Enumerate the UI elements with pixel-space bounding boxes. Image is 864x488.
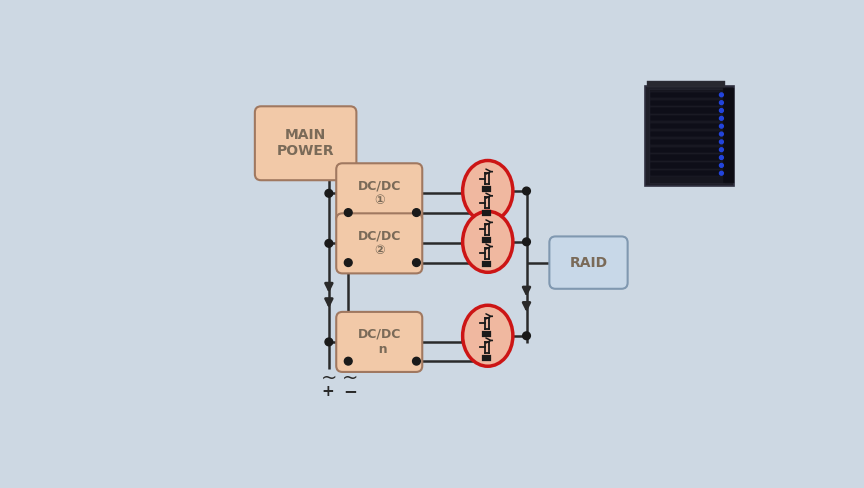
FancyBboxPatch shape bbox=[650, 162, 722, 168]
FancyBboxPatch shape bbox=[650, 115, 722, 122]
Circle shape bbox=[413, 259, 420, 266]
Circle shape bbox=[720, 132, 723, 136]
Circle shape bbox=[345, 259, 353, 266]
FancyBboxPatch shape bbox=[723, 88, 734, 183]
Circle shape bbox=[720, 117, 723, 120]
Circle shape bbox=[720, 148, 723, 152]
Circle shape bbox=[720, 93, 723, 97]
Circle shape bbox=[345, 209, 353, 216]
Text: DC/DC
  n: DC/DC n bbox=[358, 328, 401, 356]
FancyBboxPatch shape bbox=[336, 163, 422, 224]
Circle shape bbox=[345, 357, 353, 365]
FancyBboxPatch shape bbox=[650, 100, 722, 106]
FancyBboxPatch shape bbox=[645, 85, 734, 185]
Circle shape bbox=[720, 156, 723, 160]
FancyBboxPatch shape bbox=[647, 81, 725, 87]
Circle shape bbox=[325, 189, 333, 197]
FancyBboxPatch shape bbox=[649, 89, 724, 183]
Text: ~: ~ bbox=[321, 368, 337, 387]
Circle shape bbox=[523, 332, 530, 340]
Ellipse shape bbox=[462, 161, 513, 222]
FancyBboxPatch shape bbox=[650, 131, 722, 137]
Circle shape bbox=[720, 171, 723, 175]
FancyBboxPatch shape bbox=[255, 106, 356, 180]
Circle shape bbox=[720, 108, 723, 112]
FancyBboxPatch shape bbox=[550, 236, 627, 289]
Circle shape bbox=[413, 209, 420, 216]
Text: −: − bbox=[343, 382, 357, 400]
FancyBboxPatch shape bbox=[650, 123, 722, 129]
Text: MAIN
POWER: MAIN POWER bbox=[276, 128, 334, 159]
FancyBboxPatch shape bbox=[650, 154, 722, 161]
FancyBboxPatch shape bbox=[650, 146, 722, 153]
FancyBboxPatch shape bbox=[336, 312, 422, 372]
Text: RAID: RAID bbox=[569, 256, 607, 269]
Ellipse shape bbox=[462, 211, 513, 272]
Circle shape bbox=[413, 357, 420, 365]
FancyBboxPatch shape bbox=[650, 139, 722, 145]
Circle shape bbox=[325, 338, 333, 346]
Text: +: + bbox=[321, 384, 334, 399]
Circle shape bbox=[523, 238, 530, 245]
Circle shape bbox=[720, 140, 723, 144]
Circle shape bbox=[720, 163, 723, 167]
Text: DC/DC
①: DC/DC ① bbox=[358, 179, 401, 207]
FancyBboxPatch shape bbox=[336, 213, 422, 273]
Text: DC/DC
②: DC/DC ② bbox=[358, 229, 401, 257]
Text: ~: ~ bbox=[341, 368, 358, 387]
FancyBboxPatch shape bbox=[650, 92, 722, 98]
Circle shape bbox=[720, 124, 723, 128]
Circle shape bbox=[523, 187, 530, 195]
Ellipse shape bbox=[462, 305, 513, 366]
FancyBboxPatch shape bbox=[650, 107, 722, 114]
Circle shape bbox=[325, 240, 333, 247]
FancyBboxPatch shape bbox=[650, 170, 722, 176]
Circle shape bbox=[720, 101, 723, 104]
